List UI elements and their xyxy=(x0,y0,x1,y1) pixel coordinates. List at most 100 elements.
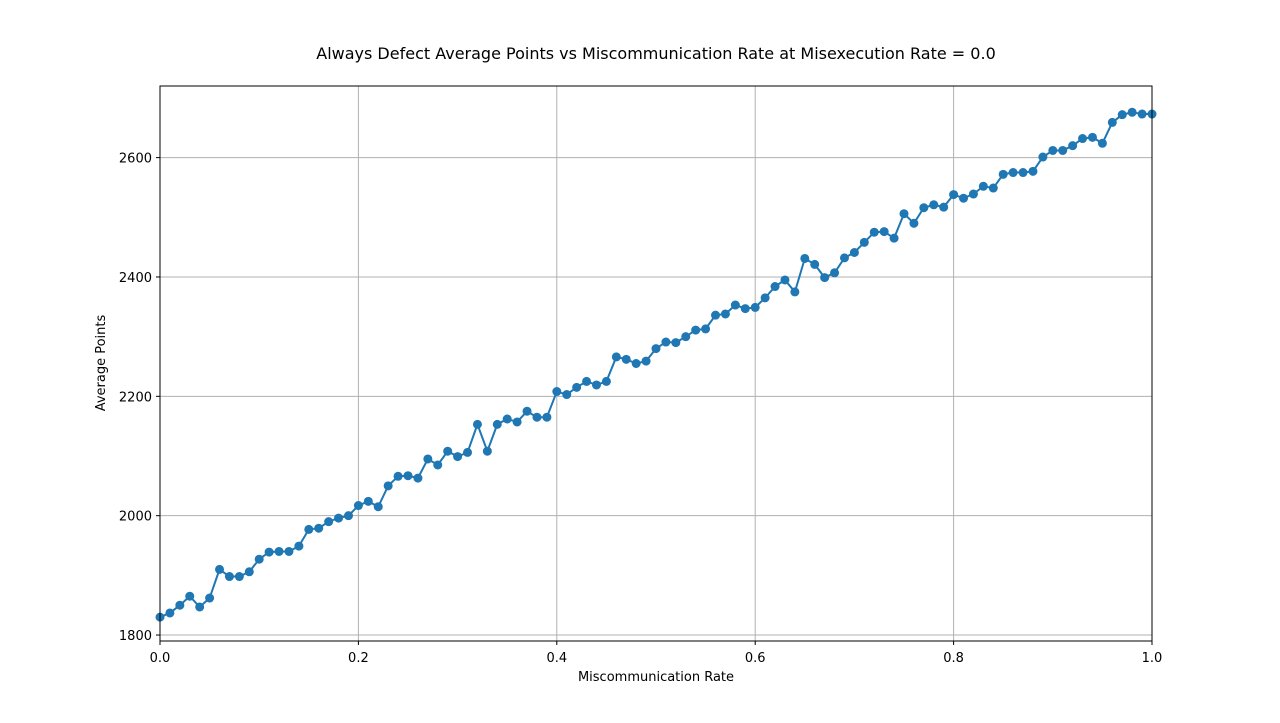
data-point xyxy=(403,471,413,481)
data-point xyxy=(264,547,274,557)
data-point xyxy=(949,190,959,200)
data-point xyxy=(899,209,909,219)
data-point xyxy=(215,564,225,574)
data-point xyxy=(1078,134,1088,144)
data-point xyxy=(681,332,691,342)
data-point xyxy=(830,268,840,278)
y-tick-label: 1800 xyxy=(119,629,152,644)
data-point xyxy=(691,325,701,335)
data-point xyxy=(939,202,949,212)
data-point xyxy=(810,259,820,269)
data-point xyxy=(790,287,800,297)
data-point xyxy=(572,382,582,392)
data-point xyxy=(1127,107,1137,117)
data-point xyxy=(562,390,572,400)
data-point xyxy=(175,600,185,610)
y-tick-label: 2600 xyxy=(119,152,152,167)
data-point xyxy=(482,446,492,456)
data-point xyxy=(363,496,373,506)
data-point xyxy=(591,380,601,390)
data-point xyxy=(750,302,760,312)
data-point xyxy=(324,517,334,527)
data-point xyxy=(849,248,859,257)
data-point xyxy=(611,352,621,362)
data-point xyxy=(1038,152,1048,162)
x-tick-label: 1.0 xyxy=(1142,651,1163,666)
x-tick-label: 0.4 xyxy=(546,651,567,666)
data-point xyxy=(651,344,661,354)
data-point xyxy=(472,419,482,429)
data-point xyxy=(373,502,383,512)
data-point xyxy=(244,567,254,577)
data-point xyxy=(1018,168,1028,178)
data-point xyxy=(353,501,363,511)
data-point xyxy=(334,513,344,523)
data-point xyxy=(780,275,790,285)
data-point xyxy=(730,300,740,310)
data-point xyxy=(443,446,453,456)
data-point xyxy=(978,181,988,191)
data-point xyxy=(1058,145,1068,155)
data-point xyxy=(502,414,512,424)
data-point xyxy=(1068,141,1078,151)
data-point xyxy=(552,387,562,397)
data-point xyxy=(294,541,304,551)
data-point xyxy=(582,376,592,386)
data-point xyxy=(879,227,889,237)
data-point xyxy=(224,572,234,582)
data-point xyxy=(413,473,423,483)
data-point xyxy=(522,406,532,416)
data-point xyxy=(988,183,998,193)
data-point xyxy=(621,354,631,364)
data-point xyxy=(839,253,849,263)
data-point xyxy=(314,523,324,533)
data-point xyxy=(205,593,215,603)
data-point xyxy=(433,460,443,470)
y-axis-label: Average Points xyxy=(94,314,109,411)
data-point xyxy=(919,203,929,213)
series-layer xyxy=(155,107,1157,622)
data-point xyxy=(929,200,939,210)
data-point xyxy=(343,511,353,521)
data-point xyxy=(492,419,502,429)
data-point xyxy=(165,608,175,618)
data-point xyxy=(532,412,542,422)
x-tick-label: 0.8 xyxy=(943,651,964,666)
data-point xyxy=(889,233,899,243)
data-point xyxy=(601,376,611,386)
data-point xyxy=(1137,109,1147,119)
data-point xyxy=(720,309,730,319)
data-point xyxy=(1008,168,1018,178)
y-axis-ticks: 1800 2000 2200 2400 2600 xyxy=(119,152,160,644)
data-point xyxy=(740,304,750,314)
series-line xyxy=(159,111,1152,619)
data-point xyxy=(1107,117,1117,127)
data-point xyxy=(760,293,770,303)
plot-frame xyxy=(159,85,1153,642)
data-point xyxy=(463,447,473,457)
data-point xyxy=(820,273,830,283)
data-point xyxy=(909,218,919,228)
data-point xyxy=(661,337,671,347)
y-tick-label: 2000 xyxy=(119,510,152,525)
data-point xyxy=(195,602,205,612)
data-point xyxy=(423,454,433,464)
x-tick-label: 0.6 xyxy=(745,651,766,666)
data-point xyxy=(1097,138,1107,148)
data-point xyxy=(800,253,810,263)
data-point xyxy=(274,546,284,556)
y-tick-label: 2400 xyxy=(119,271,152,286)
data-point xyxy=(859,237,869,247)
data-point xyxy=(185,591,195,601)
x-axis-ticks: 0.0 0.2 0.4 0.6 0.8 1.0 xyxy=(150,641,1163,666)
data-point xyxy=(1048,145,1058,155)
data-point xyxy=(284,546,294,556)
data-point xyxy=(1028,166,1038,176)
data-point xyxy=(383,481,393,491)
data-point xyxy=(671,338,681,348)
grid-lines xyxy=(159,86,1153,641)
data-point xyxy=(770,282,780,292)
data-point xyxy=(968,189,978,199)
